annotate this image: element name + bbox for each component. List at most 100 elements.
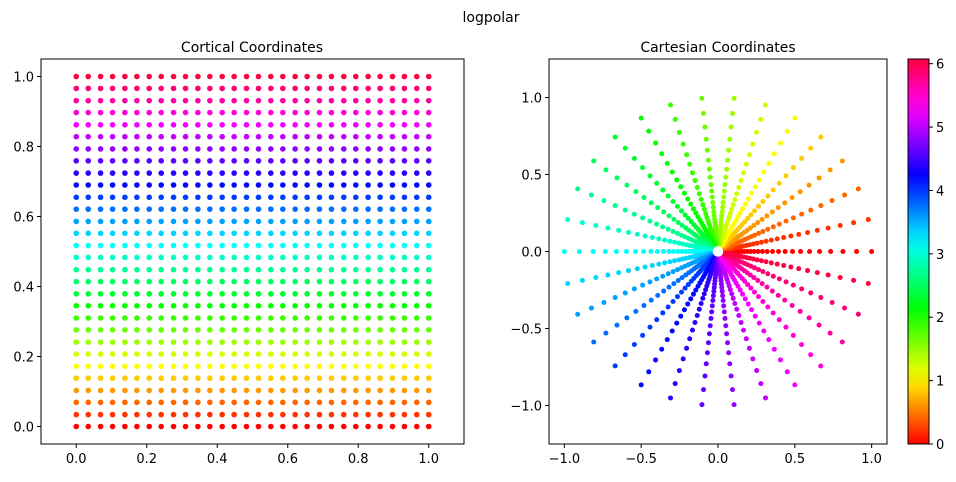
- cartesian-point: [674, 230, 680, 236]
- cortical-point: [352, 339, 359, 345]
- cortical-point: [158, 85, 165, 92]
- cortical-point: [97, 423, 104, 430]
- cortical-point: [122, 242, 128, 249]
- cartesian-point: [806, 315, 812, 321]
- cartesian-point: [704, 147, 710, 153]
- cortical-point: [134, 182, 140, 188]
- cortical-point: [280, 109, 286, 116]
- cortical-point: [219, 122, 225, 128]
- cartesian-point: [575, 311, 581, 317]
- cortical-point: [425, 387, 432, 394]
- cortical-point: [195, 230, 201, 237]
- cartesian-point: [738, 177, 744, 183]
- cortical-point: [304, 133, 310, 140]
- cortical-point: [413, 109, 420, 116]
- cortical-point: [255, 423, 262, 430]
- cartesian-point: [771, 151, 777, 157]
- cartesian-point: [727, 210, 733, 216]
- cortical-point: [389, 218, 396, 225]
- cortical-point: [316, 302, 323, 309]
- cartesian-point: [661, 209, 667, 215]
- cortical-point: [122, 97, 128, 104]
- cartesian-point: [770, 273, 776, 279]
- cortical-point: [328, 97, 335, 104]
- cortical-point: [268, 133, 274, 140]
- cortical-point: [207, 375, 213, 382]
- cartesian-point: [727, 361, 733, 367]
- cortical-point: [195, 158, 201, 164]
- cartesian-point: [747, 225, 753, 231]
- cartesian-point: [747, 272, 753, 278]
- cortical-point: [304, 158, 310, 164]
- cortical-point: [243, 254, 250, 261]
- cortical-point: [365, 194, 371, 201]
- cortical-point: [425, 206, 432, 212]
- cortical-point: [109, 266, 116, 273]
- cortical-point: [413, 266, 420, 273]
- cortical-point: [146, 146, 153, 152]
- cortical-point: [231, 218, 237, 225]
- cartesian-point: [783, 218, 789, 224]
- cortical-point: [85, 291, 92, 297]
- cortical-point: [268, 97, 274, 104]
- cartesian-point: [781, 262, 787, 268]
- cortical-point: [207, 315, 213, 321]
- cartesian-point: [763, 238, 769, 244]
- cortical-point: [377, 146, 383, 152]
- cortical-point: [158, 254, 165, 261]
- cortical-point: [146, 73, 153, 80]
- cartesian-point: [678, 289, 684, 295]
- cartesian-point: [561, 249, 567, 255]
- cortical-point: [85, 133, 92, 140]
- cortical-point: [195, 423, 201, 430]
- cortical-point: [243, 339, 250, 345]
- cortical-point: [207, 170, 213, 176]
- cartesian-point: [784, 128, 790, 134]
- cartesian-point: [727, 136, 733, 142]
- cartesian-point: [777, 357, 783, 363]
- cartesian-point: [699, 402, 705, 408]
- cartesian-point: [696, 306, 702, 312]
- cortical-point: [328, 363, 335, 370]
- cortical-point: [231, 122, 237, 128]
- cartesian-point: [575, 186, 581, 192]
- cartesian-point: [640, 215, 646, 221]
- cortical-point: [207, 266, 213, 273]
- cortical-point: [401, 182, 408, 188]
- cortical-point: [377, 278, 383, 285]
- cartesian-point: [605, 272, 611, 278]
- cortical-point: [97, 182, 104, 188]
- cortical-point: [377, 339, 383, 345]
- cortical-point: [280, 97, 286, 104]
- cortical-point: [425, 266, 432, 273]
- cortical-point: [401, 170, 408, 176]
- cortical-point: [207, 97, 213, 104]
- cortical-point: [413, 230, 420, 237]
- cortical-point: [292, 363, 298, 370]
- cortical-point: [219, 291, 225, 297]
- cartesian-point: [640, 249, 646, 255]
- cortical-point: [195, 194, 201, 201]
- cartesian-point: [731, 402, 737, 408]
- cortical-point: [109, 194, 116, 201]
- cortical-point: [328, 85, 335, 92]
- cartesian-point: [740, 206, 746, 212]
- cortical-point: [377, 363, 383, 370]
- cartesian-point: [783, 279, 789, 285]
- cortical-point: [97, 339, 104, 345]
- cortical-point: [340, 399, 347, 406]
- cortical-point: [340, 278, 347, 285]
- cortical-point: [182, 254, 189, 261]
- cartesian-point: [751, 289, 757, 295]
- cortical-point: [73, 327, 80, 333]
- cortical-point: [328, 423, 335, 430]
- cortical-point: [425, 423, 432, 430]
- cortical-point: [401, 351, 408, 357]
- cortical-point: [292, 387, 298, 394]
- cortical-point: [328, 133, 335, 140]
- cartesian-point: [683, 225, 689, 231]
- cortical-point: [268, 109, 274, 116]
- cortical-point: [170, 122, 177, 128]
- cortical-point: [352, 254, 359, 261]
- cortical-point: [122, 411, 128, 418]
